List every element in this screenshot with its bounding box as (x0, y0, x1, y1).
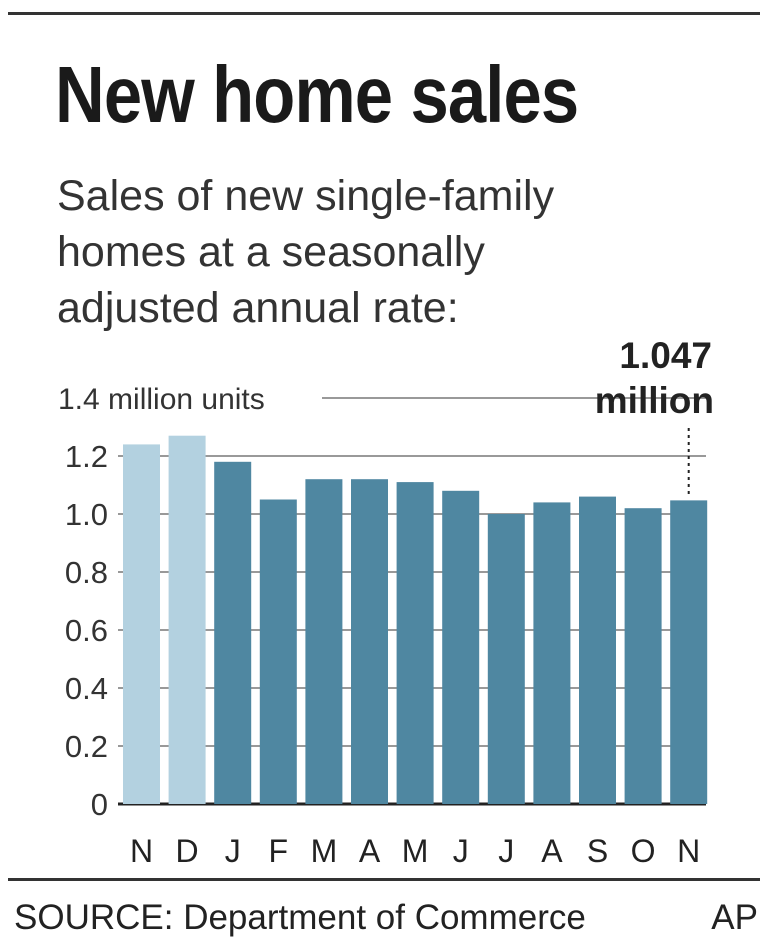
y-tick-label: 0 (91, 787, 108, 822)
unit-label: 1.4 million units (58, 383, 265, 416)
x-tick-label: J (453, 833, 469, 869)
bottom-rule (8, 878, 760, 881)
top-rule (8, 12, 760, 15)
bar-9 (533, 502, 571, 804)
y-tick-label: 0.2 (65, 729, 108, 764)
x-tick-label: J (498, 833, 514, 869)
chart-title: New home sales (55, 50, 579, 139)
x-tick-label: J (225, 833, 241, 869)
chart-subtitle: Sales of new single-family homes at a se… (57, 168, 717, 336)
bar-5 (351, 479, 388, 804)
bar-4 (305, 479, 343, 804)
y-tick-label: 0.4 (65, 671, 108, 706)
x-tick-label: M (402, 833, 429, 869)
credit: AP (711, 898, 758, 937)
x-tick-label: N (677, 833, 700, 869)
y-tick-label: 1.0 (65, 497, 108, 532)
x-tick-label: F (269, 833, 289, 869)
x-tick-label: M (311, 833, 338, 869)
y-tick-label: 0.8 (65, 555, 108, 590)
x-tick-label: D (176, 833, 199, 869)
bars (123, 435, 708, 804)
bar-0 (123, 444, 160, 804)
x-tick-label: N (130, 833, 153, 869)
x-tick-label: S (587, 833, 608, 869)
subtitle-line-1: Sales of new single-family (57, 172, 555, 220)
y-tick-label: 0.6 (65, 613, 108, 648)
bar-2 (214, 461, 252, 804)
annotation-unit: million (595, 380, 714, 421)
bar-8 (487, 514, 525, 804)
bar-10 (579, 496, 616, 804)
bar-6 (396, 482, 434, 804)
bar-12 (670, 500, 708, 804)
bar-1 (168, 435, 206, 804)
subtitle-line-2: homes at a seasonally (57, 228, 485, 276)
subtitle-line-3: adjusted annual rate: (57, 284, 459, 332)
bar-3 (259, 499, 297, 804)
y-tick-label: 1.2 (65, 439, 108, 474)
x-tick-label: A (359, 833, 381, 869)
bar-11 (624, 508, 662, 804)
annotation-value: 1.047 (619, 335, 712, 376)
x-tick-label: A (541, 833, 563, 869)
x-tick-label: O (631, 833, 656, 869)
bar-7 (442, 490, 480, 804)
source-note: SOURCE: Department of Commerce (14, 898, 586, 937)
